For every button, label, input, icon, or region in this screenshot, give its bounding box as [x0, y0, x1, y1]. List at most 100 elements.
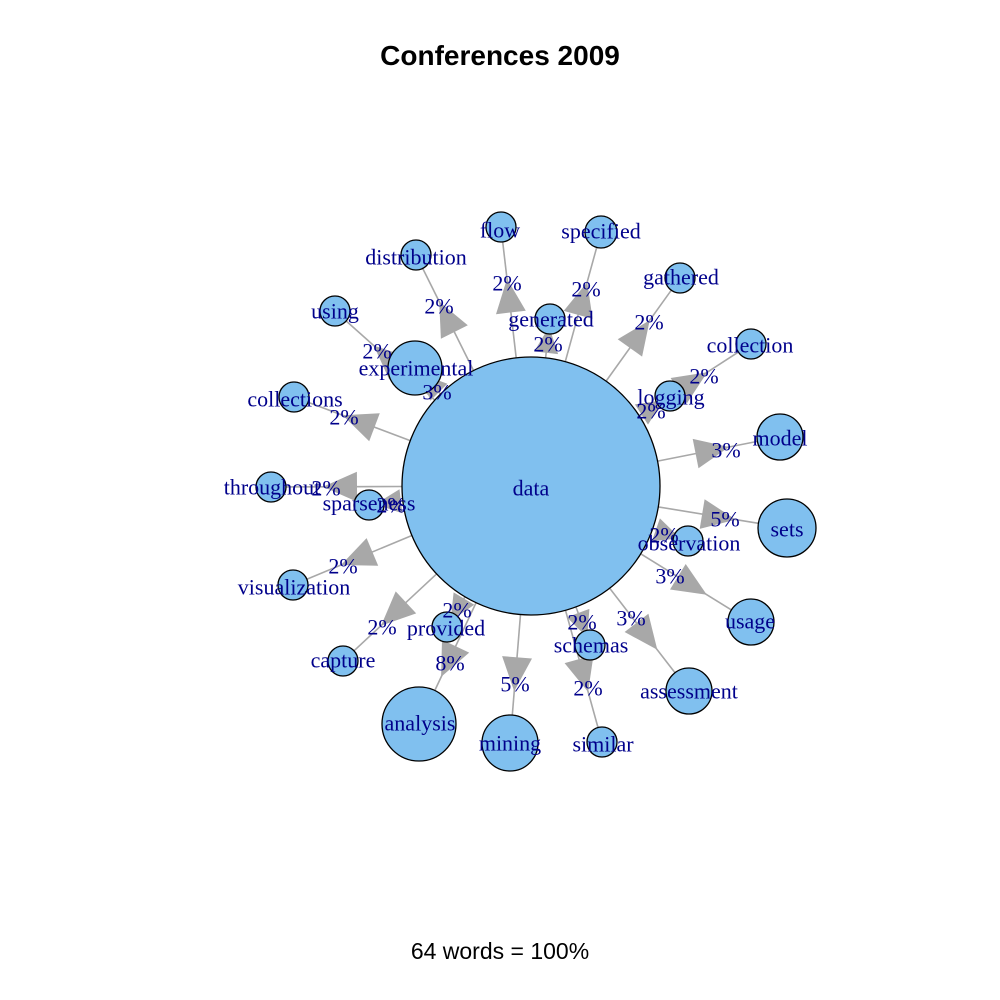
edge-arrowhead-sets	[699, 499, 736, 529]
node-label-capture: capture	[311, 648, 376, 673]
edge-arrowhead-visualization	[341, 538, 379, 566]
node-label-collections: collections	[247, 387, 342, 412]
edge-arrowhead-gathered	[617, 320, 650, 357]
edge-arrowhead-distribution	[439, 301, 468, 339]
edge-weight-label-specified: 2%	[571, 277, 600, 302]
edge-weight-label-sets: 5%	[710, 507, 739, 532]
edge-weight-label-capture: 2%	[367, 615, 396, 640]
edge-weight-label-visualization: 2%	[328, 554, 357, 579]
word-count-caption: 64 words = 100%	[410, 938, 590, 964]
node-model	[756, 413, 804, 461]
node-mining	[481, 714, 539, 772]
edge-weight-label-throughout: 2%	[311, 476, 340, 501]
edge-arrowhead-observation	[651, 518, 681, 542]
edge-weight-label-experimental: 3%	[422, 380, 451, 405]
node-label-analysis: analysis	[385, 711, 456, 736]
edges-layer	[285, 241, 759, 728]
edge-weight-label-mining: 5%	[500, 672, 529, 697]
node-label-assessment: assessment	[640, 679, 738, 704]
node-label-mining: mining	[479, 731, 541, 756]
edge-weight-label-gathered: 2%	[634, 310, 663, 335]
edge-arrowhead-mining	[502, 656, 532, 692]
edge-arrowhead-capture	[381, 591, 417, 626]
node-throughout	[255, 471, 287, 503]
edge-weight-label-generated: 2%	[533, 332, 562, 357]
node-specified	[584, 215, 618, 249]
edge-arrowhead-throughout	[323, 471, 358, 502]
edge-weight-label-similar: 2%	[573, 676, 602, 701]
node-label-provided: provided	[407, 616, 485, 641]
edge-weight-label-distribution: 2%	[424, 294, 453, 319]
node-label-sets: sets	[771, 517, 804, 542]
edge-arrowhead-collections	[342, 413, 380, 442]
edge-weight-label-using: 2%	[362, 339, 391, 364]
edge-arrowhead-assessment	[624, 613, 658, 650]
edge-arrowhead-similar	[564, 655, 594, 692]
edge-arrowhead-analysis	[441, 639, 470, 677]
edge-weight-label-assessment: 3%	[616, 606, 645, 631]
node-label-using: using	[311, 299, 359, 324]
edge-weight-label-analysis: 8%	[435, 651, 464, 676]
node-label-sparseness: sparseness	[323, 491, 416, 516]
edge-weight-label-logging: 2%	[636, 399, 665, 424]
edge-weight-label-model: 3%	[711, 438, 740, 463]
node-collections	[278, 381, 310, 413]
node-label-generated: generated	[508, 307, 594, 332]
node-using	[319, 295, 351, 327]
node-label-specified: specified	[561, 219, 640, 244]
edge-weight-label-collection: 2%	[689, 364, 718, 389]
node-center	[401, 356, 661, 616]
node-analysis	[381, 686, 457, 762]
chart-title: Conferences 2009	[380, 40, 620, 71]
node-label-collection: collection	[707, 333, 794, 358]
edge-arrowhead-sparseness	[375, 489, 403, 514]
edge-arrowhead-model	[692, 438, 729, 469]
node-distribution	[400, 239, 432, 271]
node-label-observation: observation	[638, 531, 741, 556]
edge-arrowhead-collection	[670, 372, 708, 404]
node-gathered	[664, 262, 696, 294]
edge-weight-label-collections: 2%	[329, 405, 358, 430]
node-label-logging: logging	[637, 385, 704, 410]
node-collection	[735, 328, 767, 360]
node-label-similar: similar	[572, 732, 634, 757]
labels-layer: 2% flow 2% specified 2% gathered 2% collection 3…	[224, 218, 808, 757]
node-experimental	[387, 340, 443, 396]
node-observation	[672, 525, 704, 557]
edge-arrowhead-provided	[450, 592, 475, 621]
edge-weight-label-provided: 2%	[442, 598, 471, 623]
edge-weight-label-sparseness: 2%	[376, 493, 405, 518]
edge-arrowhead-schemas	[566, 608, 590, 638]
node-similar	[586, 726, 618, 758]
edge-weight-label-schemas: 2%	[567, 610, 596, 635]
edge-arrowhead-logging	[634, 400, 664, 425]
node-label-flow: flow	[480, 218, 520, 243]
node-assessment	[665, 667, 713, 715]
edge-arrowhead-specified	[563, 282, 593, 319]
node-logging	[654, 380, 686, 412]
node-label-visualization: visualization	[238, 575, 350, 600]
node-sets	[757, 498, 817, 558]
edge-weight-label-flow: 2%	[492, 271, 521, 296]
node-visualization	[277, 569, 309, 601]
node-capture	[327, 645, 359, 677]
edge-arrowhead-generated	[534, 326, 559, 355]
node-label-throughout: throughout	[224, 475, 321, 500]
edge-arrowhead-usage	[670, 564, 707, 595]
node-label-distribution: distribution	[365, 245, 466, 270]
node-provided	[431, 611, 463, 643]
node-generated	[534, 303, 566, 335]
node-label-model: model	[753, 426, 808, 451]
node-label-usage: usage	[725, 609, 775, 634]
node-label-center: data	[513, 476, 550, 501]
edge-weight-label-usage: 3%	[655, 564, 684, 589]
node-label-gathered: gathered	[643, 265, 719, 290]
node-label-experimental: experimental	[359, 356, 474, 381]
node-flow	[485, 211, 517, 243]
edge-weight-label-observation: 2%	[649, 523, 678, 548]
node-label-schemas: schemas	[554, 633, 629, 658]
edge-arrowhead-flow	[496, 278, 526, 315]
node-sparseness	[353, 489, 385, 521]
